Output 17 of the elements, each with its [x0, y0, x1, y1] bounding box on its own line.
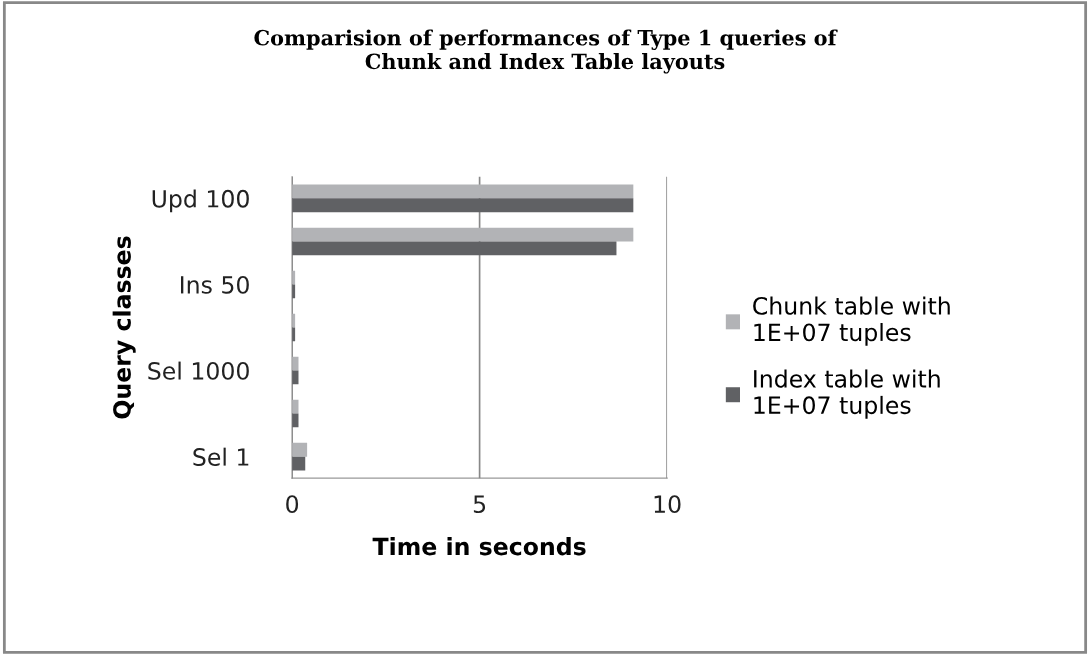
y-tick-label: Ins 50 — [180, 275, 249, 294]
bar — [292, 184, 634, 199]
x-tick-label: 5 — [473, 495, 486, 514]
y-tick-label: Sel 1 — [193, 447, 249, 466]
bar — [292, 442, 308, 457]
x-tick-label: 10 — [654, 495, 681, 514]
y-axis-title: Query classes — [112, 236, 136, 419]
legend-label: Index table with 1E+07 tuples — [754, 369, 940, 419]
bar — [292, 198, 634, 213]
x-tick-label: 0 — [286, 495, 299, 514]
y-tick-label: Upd 100 — [152, 189, 249, 213]
bar — [292, 227, 634, 242]
bar — [292, 241, 617, 256]
x-axis-title: Time in seconds — [372, 537, 586, 556]
chart-title: Comparision of performances of Type 1 queries of Chunk and Index Table layouts — [254, 29, 838, 74]
legend-label: Chunk table with 1E+07 tuples — [753, 296, 950, 346]
y-tick-label: Sel 1000 — [148, 361, 249, 380]
